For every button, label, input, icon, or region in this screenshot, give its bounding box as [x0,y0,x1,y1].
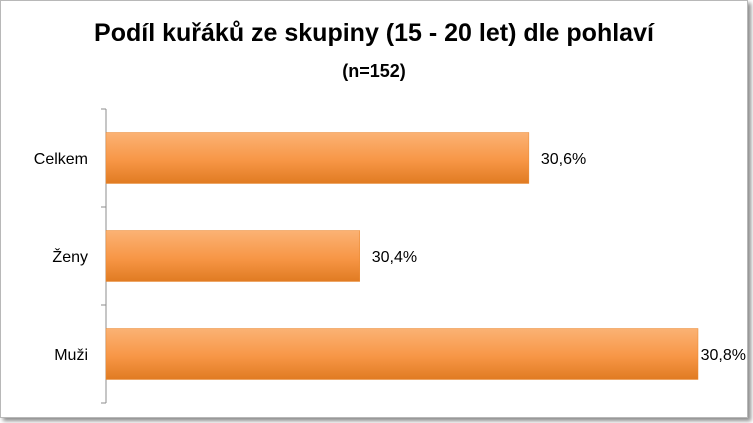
bar-celkem [105,132,530,184]
category-label: Muži [54,347,88,364]
chart-title: Podíl kuřáků ze skupiny (15 - 20 let) dl… [94,19,654,47]
data-label: 30,8% [701,347,746,364]
chart-subtitle: (n=152) [342,61,406,81]
data-label: 30,6% [541,151,586,168]
bar-ženy [105,230,360,282]
data-label: 30,4% [372,249,417,266]
category-label: Celkem [34,151,88,168]
bar-muži [105,328,699,380]
category-label: Ženy [52,247,88,266]
